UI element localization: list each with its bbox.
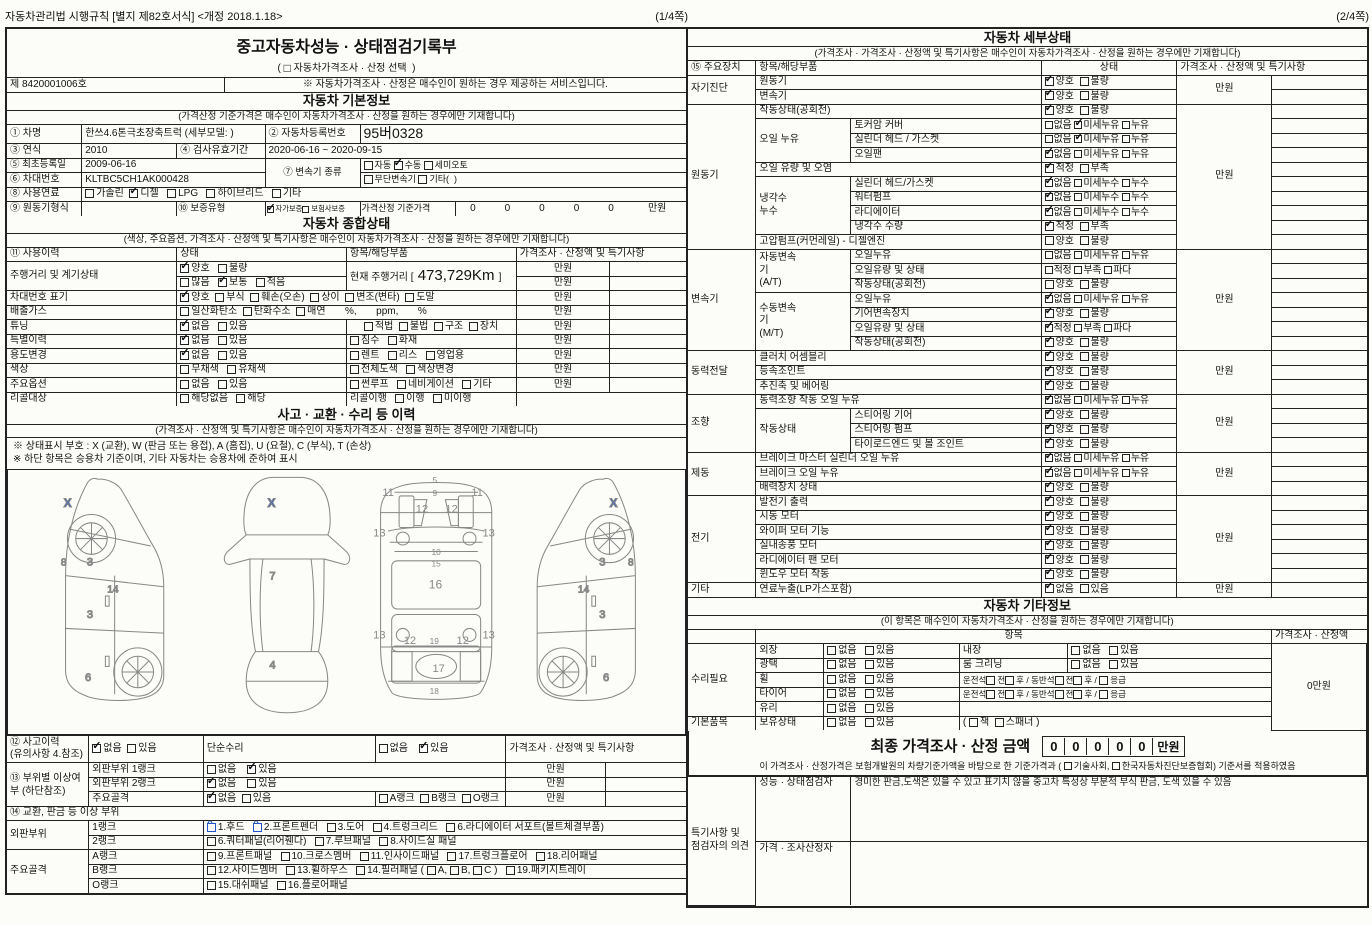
svg-text:14: 14 [107,585,119,596]
svg-text:7: 7 [269,571,275,583]
svg-text:16: 16 [429,578,443,592]
svg-text:8: 8 [628,558,634,569]
svg-text:8: 8 [61,558,67,569]
svg-text:13: 13 [483,528,495,540]
svg-text:12: 12 [457,636,469,648]
svg-text:13: 13 [483,630,495,642]
svg-text:6: 6 [85,673,91,685]
svg-text:11: 11 [382,487,394,499]
svg-text:X: X [268,496,276,510]
svg-text:18: 18 [430,687,440,697]
svg-text:9: 9 [432,488,437,498]
svg-text:14: 14 [578,585,590,596]
svg-text:19: 19 [430,637,440,647]
svg-text:12: 12 [445,504,457,516]
svg-text:17: 17 [432,663,444,675]
svg-text:3: 3 [599,610,605,622]
svg-text:3: 3 [87,610,93,622]
svg-text:12: 12 [404,636,416,648]
svg-text:3: 3 [599,557,605,569]
svg-text:X: X [609,496,617,510]
svg-text:6: 6 [603,673,609,685]
svg-text:10: 10 [432,548,442,558]
svg-text:15: 15 [432,559,442,569]
svg-text:13: 13 [373,528,385,540]
svg-text:5: 5 [432,475,437,485]
svg-text:X: X [64,496,72,510]
svg-text:13: 13 [373,630,385,642]
svg-text:4: 4 [269,660,275,672]
svg-text:12: 12 [416,504,428,516]
svg-text:11: 11 [471,487,483,499]
svg-text:3: 3 [87,557,93,569]
